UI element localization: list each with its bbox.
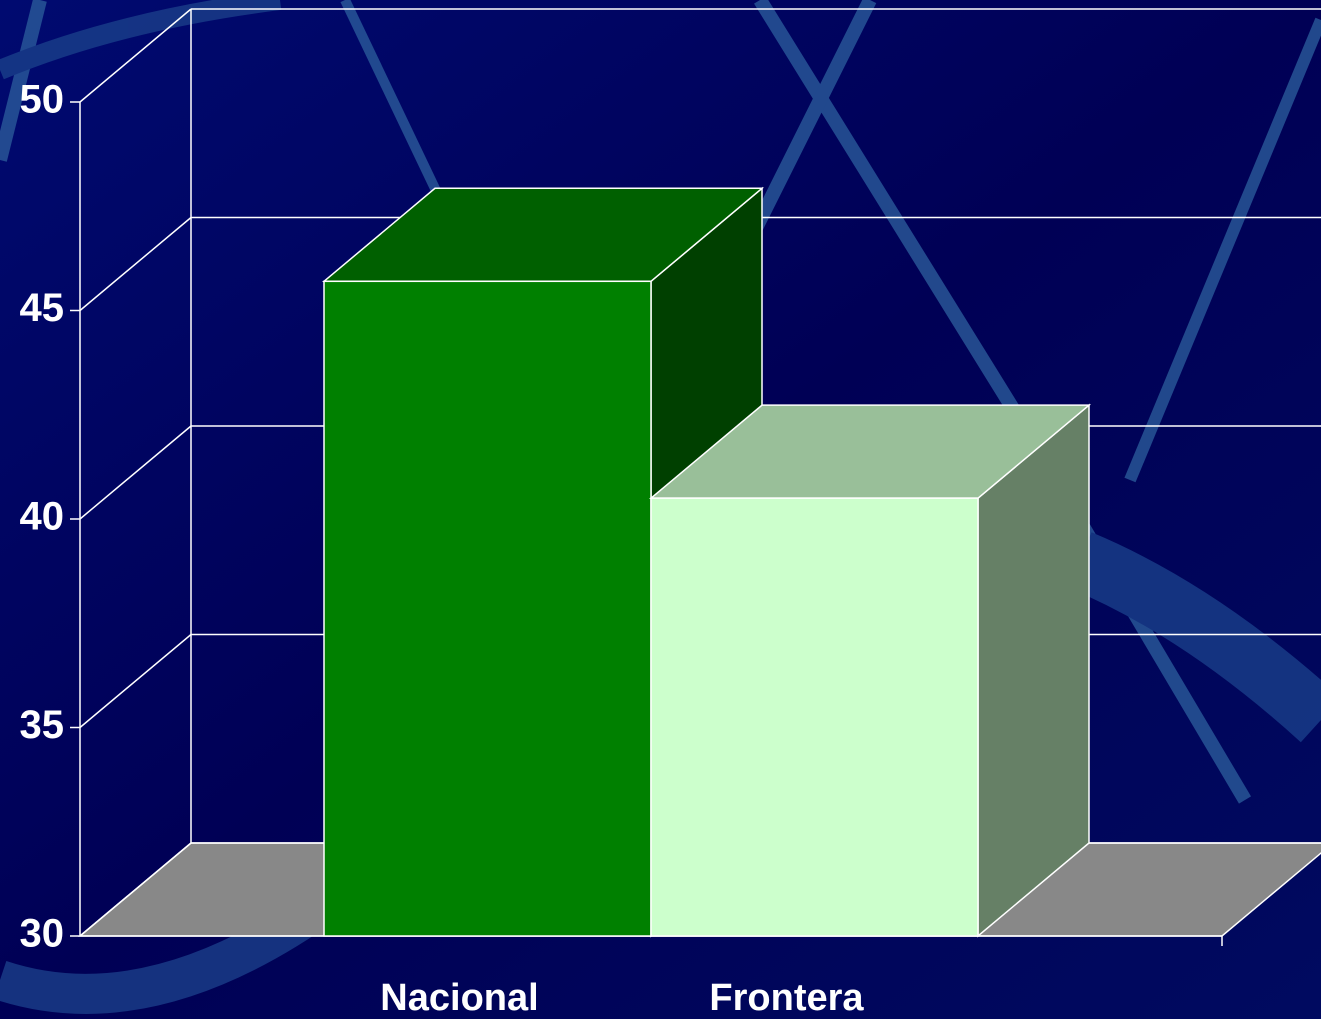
grid-line: [79, 8, 192, 103]
y-tick-label: 45: [20, 286, 65, 330]
x-tick-label: Nacional: [380, 977, 538, 1019]
bar: [323, 280, 652, 937]
x-tick-label: Frontera: [709, 977, 864, 1019]
y-tick-label: 30: [20, 912, 65, 956]
grid-line: [79, 425, 192, 520]
grid-line: [79, 842, 192, 937]
y-tick-label: 40: [20, 495, 65, 539]
grid-line: [79, 633, 192, 729]
y-tick-label: 50: [20, 78, 65, 122]
grid-line: [79, 216, 192, 312]
y-tick-label: 35: [20, 703, 65, 747]
bar: [650, 497, 979, 937]
